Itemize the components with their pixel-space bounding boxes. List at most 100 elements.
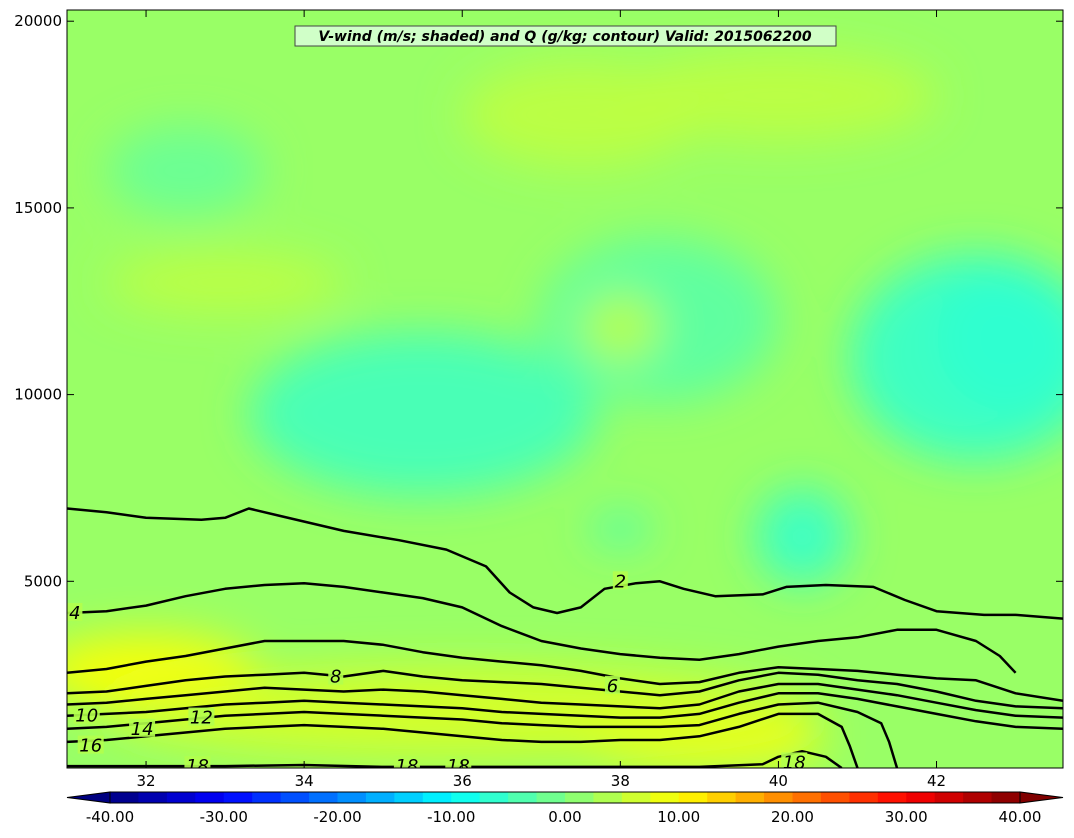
colorbar-frame (109, 791, 1021, 804)
x-tick-label: 40 (769, 772, 788, 790)
contour-label-3: 8 (330, 667, 341, 688)
contour-label-7: 16 (79, 736, 102, 757)
x-tick-label: 38 (611, 772, 630, 790)
colorbar-ticks: -40.00 -30.00 -20.00 -10.00 0.00 10.00 20.00 30… (86, 808, 1042, 826)
colorbar-segment (792, 792, 822, 803)
colorbar-segment (309, 792, 338, 803)
colorbar-segment (394, 792, 424, 803)
contour-label-0: 2 (615, 571, 626, 592)
y-tick-label: 5000 (24, 572, 62, 590)
shaded-anomaly-4 (588, 514, 652, 544)
contour-q-12 (67, 692, 1063, 731)
colorbar-tick-label: 0.00 (548, 808, 581, 826)
colorbar-segment (252, 792, 282, 803)
x-tick-label: 36 (453, 772, 472, 790)
title-box: V-wind (m/s; shaded) and Q (g/kg; contou… (294, 25, 837, 47)
colorbar-segment (991, 792, 1021, 803)
colorbar-segment (565, 792, 594, 803)
x-tick-label: 42 (927, 772, 946, 790)
shaded-anomaly-5 (541, 237, 779, 403)
shaded-anomaly-3 (754, 487, 850, 586)
contour-label-bg-8 (184, 756, 211, 768)
contour-label-4: 10 (75, 706, 98, 727)
colorbar-segment (337, 792, 367, 803)
y-tick-label: 15000 (14, 199, 62, 217)
colorbar-tick-label: -20.00 (313, 808, 361, 826)
colorbar-segment (536, 792, 566, 803)
contour-label-bg-4 (73, 705, 100, 724)
contour-label-bg-2 (604, 675, 620, 694)
contour-label-9: 18 (395, 756, 418, 777)
colorbar-segment (877, 792, 907, 803)
colorbar-segment (593, 792, 623, 803)
colorbar-segment (707, 792, 737, 803)
contour-label-bg-11 (781, 752, 808, 768)
colorbar-segment (451, 792, 481, 803)
colorbar-segment (650, 792, 680, 803)
plot-frame (66, 9, 1064, 769)
contour-label-bg-0 (612, 571, 628, 590)
contour-labels: 2 4 6 8 10 12 14 16 18 18 18 18 (67, 571, 808, 777)
x-axis-ticks: 32 34 36 38 40 42 (137, 10, 946, 790)
colorbar-tick-label: 10.00 (657, 808, 700, 826)
contour-q-10 (67, 682, 1063, 719)
shaded-anomaly-7 (106, 252, 344, 313)
colorbar-segment (621, 792, 651, 803)
contour-label-bg-6 (129, 718, 156, 737)
contour-label-8: 18 (186, 756, 209, 777)
colorbar-segment (508, 792, 538, 803)
contour-q-2 (67, 507, 1063, 620)
chart-title: V-wind (m/s; shaded) and Q (g/kg; contou… (318, 29, 811, 45)
colorbar-extend-max (1019, 791, 1064, 804)
colorbar-tick-label: 20.00 (771, 808, 814, 826)
contour-label-5: 12 (190, 708, 213, 729)
colorbar-tick-label: -30.00 (200, 808, 248, 826)
contour-label-2: 6 (607, 676, 618, 697)
contour-q-18 (67, 749, 843, 768)
y-axis-ticks: 5000 10000 15000 20000 (14, 12, 1063, 590)
contour-label-bg-10 (445, 756, 472, 768)
contour-q-8 (67, 669, 1063, 710)
shaded-anomaly-2 (248, 331, 597, 496)
contour-label-bg-7 (77, 735, 104, 754)
contour-label-bg-9 (393, 756, 420, 768)
x-tick-label: 34 (295, 772, 314, 790)
colorbar-segment (479, 792, 509, 803)
colorbar-segment (963, 792, 993, 803)
shaded-anomaly-6 (106, 125, 265, 216)
colorbar-segment (110, 792, 139, 803)
shaded-field-anomalies (67, 51, 1063, 768)
colorbar-segment (849, 792, 879, 803)
colorbar-extend-min (66, 791, 111, 804)
contour-q-14 (67, 701, 899, 768)
contour-q-16 (67, 712, 859, 768)
contour-label-bg-3 (328, 666, 344, 685)
shaded-anomaly-10 (620, 51, 937, 141)
colorbar-tick-label: 40.00 (999, 808, 1042, 826)
contour-label-10: 18 (447, 756, 470, 777)
colorbar-segment (365, 792, 395, 803)
shaded-anomaly-8 (580, 293, 660, 361)
colorbar-segment (280, 792, 310, 803)
colorbar-segment (138, 792, 168, 803)
contour-label-bg-1 (67, 603, 83, 622)
contour-label-11: 18 (783, 752, 806, 773)
x-tick-label: 32 (137, 772, 156, 790)
contour-label-bg-5 (188, 707, 215, 726)
title-background (294, 25, 837, 47)
colorbar-segment (166, 792, 196, 803)
contour-label-1: 4 (69, 603, 80, 624)
contour-label-6: 14 (131, 719, 154, 740)
colorbar-segment (906, 792, 936, 803)
contour-q-6 (67, 639, 1063, 703)
shaded-anomaly-1 (849, 252, 1063, 462)
colorbar-segment (735, 792, 765, 803)
colorbar-segment (934, 792, 964, 803)
colorbar-segment (195, 792, 225, 803)
contour-lines (67, 507, 1063, 768)
colorbar-segment (422, 792, 452, 803)
colorbar-tick-label: -10.00 (427, 808, 475, 826)
colorbar-segment (820, 792, 850, 803)
colorbar-tick-label: -40.00 (86, 808, 134, 826)
